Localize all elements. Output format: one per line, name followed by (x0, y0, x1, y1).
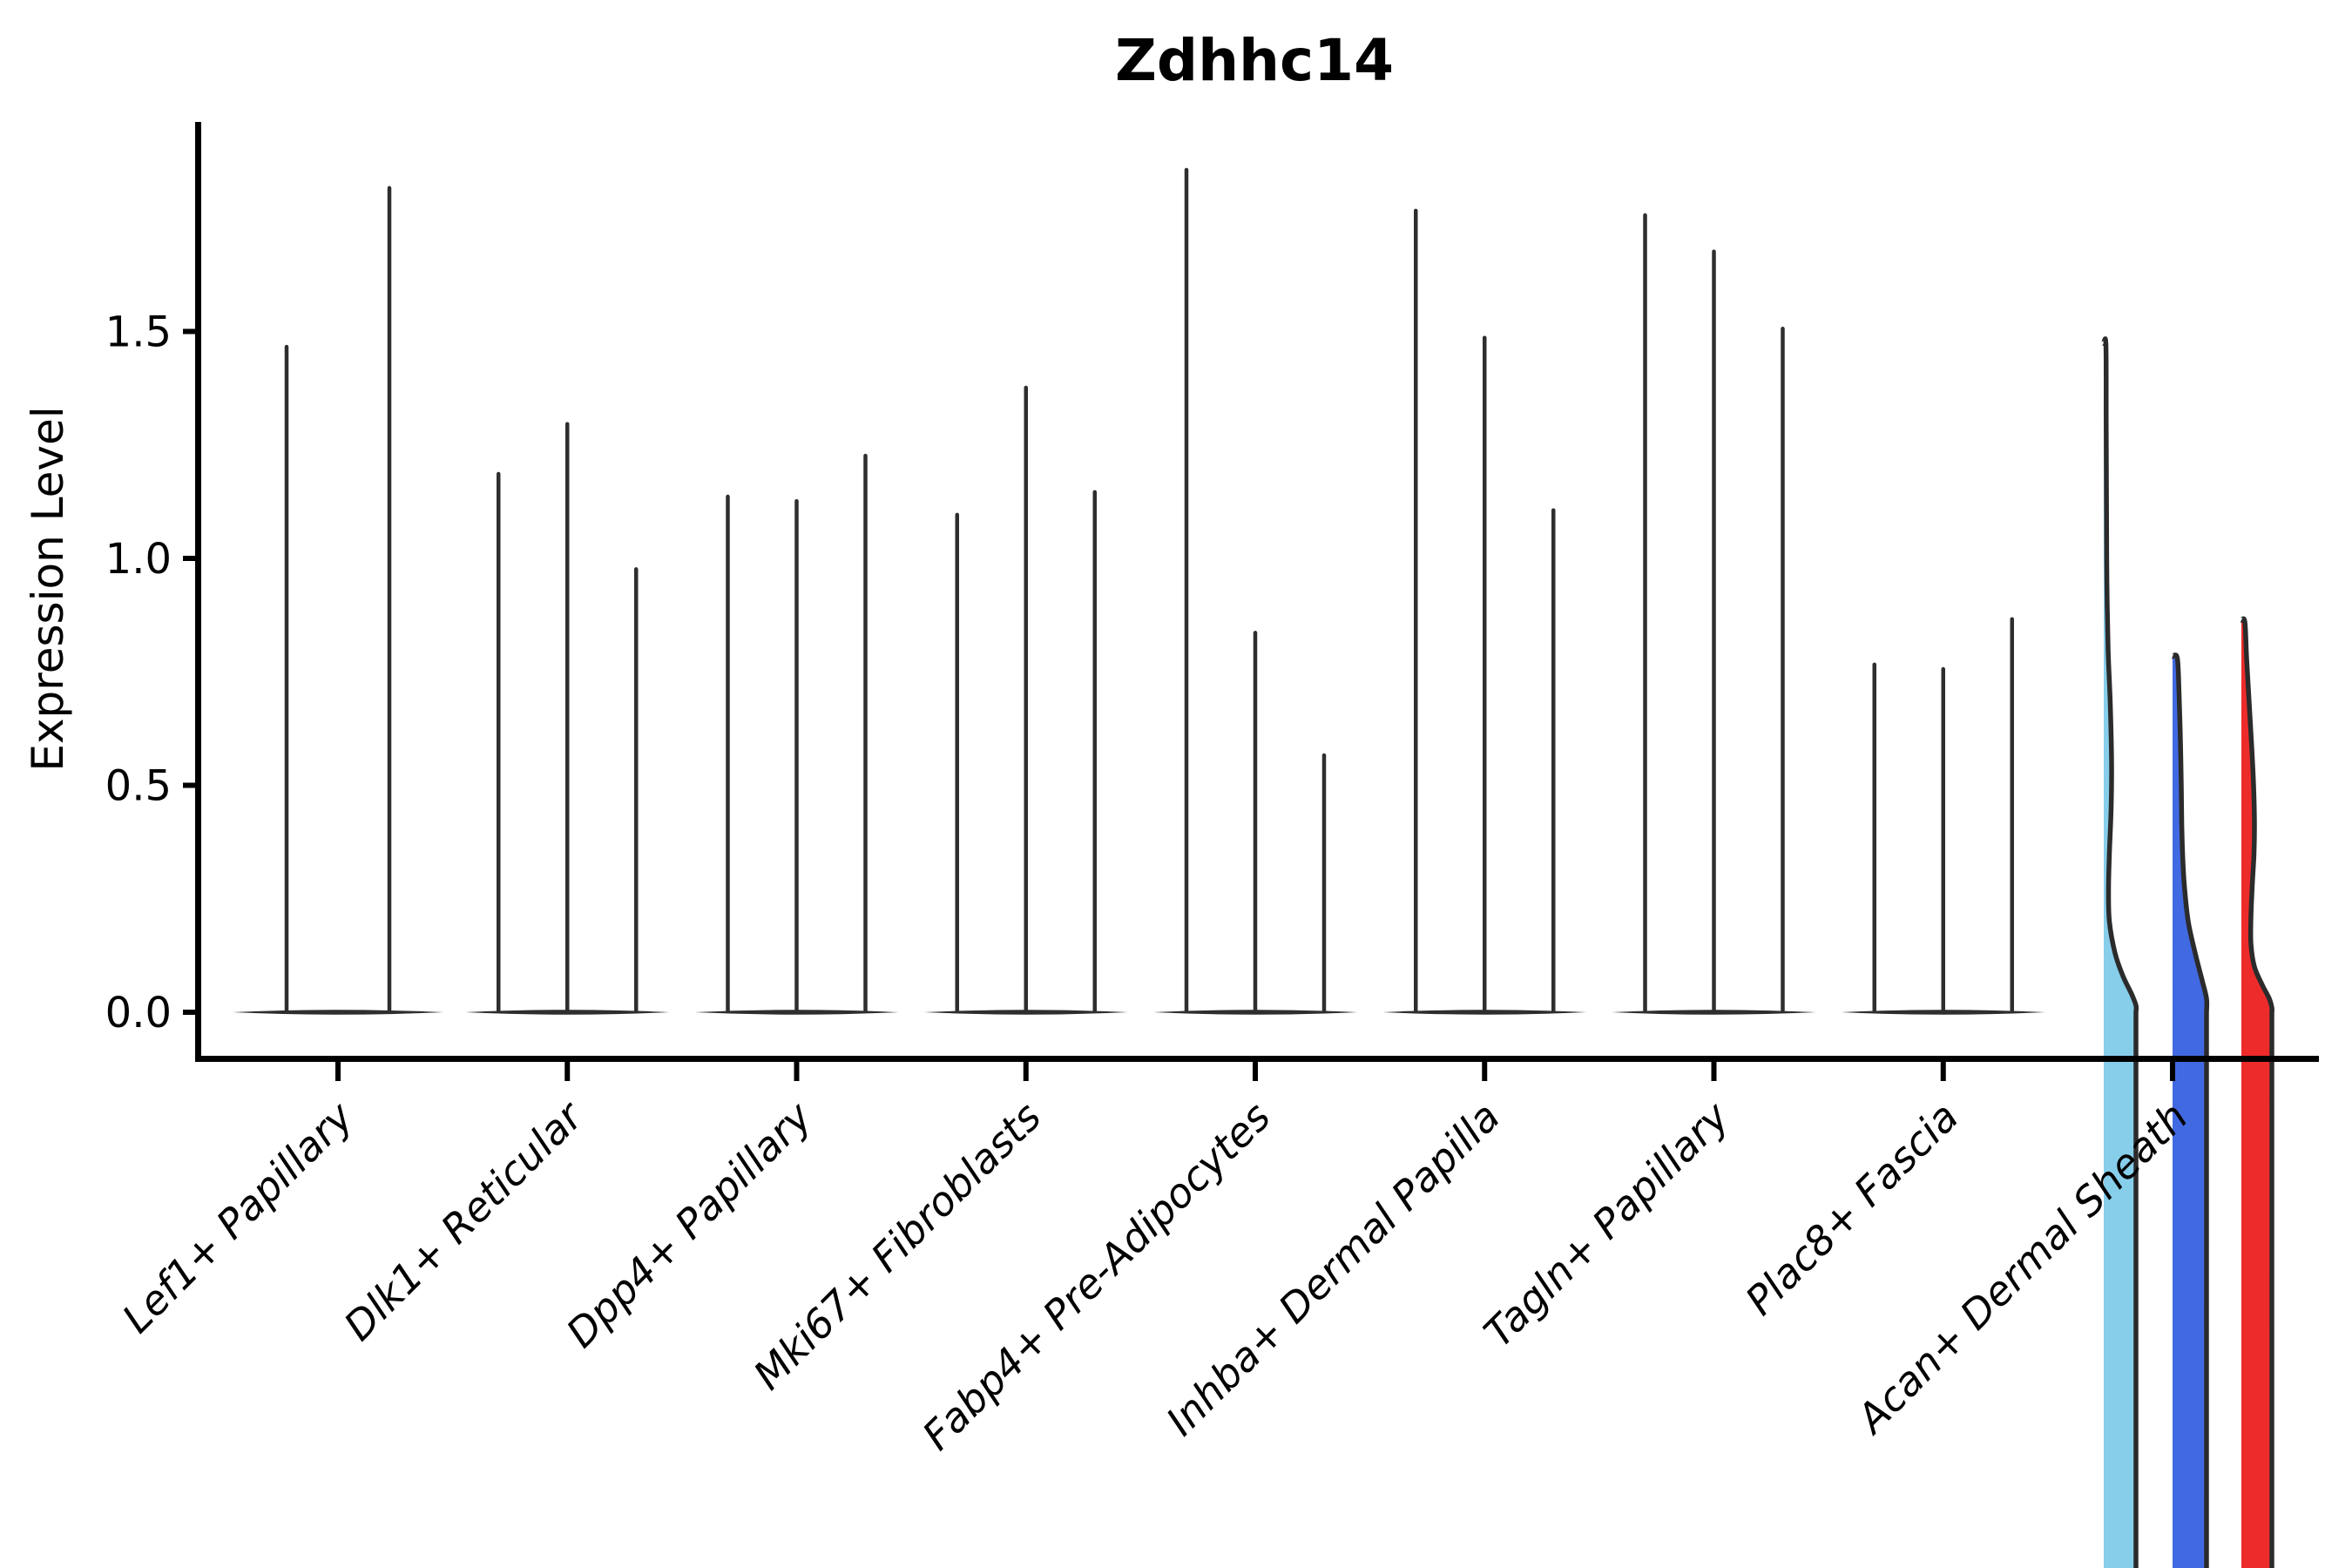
y-tick-label-1.0: 1.0 (105, 535, 172, 584)
y-tick-label-0.5: 0.5 (105, 762, 172, 811)
violin-series (233, 167, 2272, 1568)
y-axis-ticks: 0.0 0.5 1.0 1.5 (105, 308, 198, 1037)
x-tick-label-7: Plac8+ Fascia (1736, 1093, 1967, 1324)
x-axis-spine (195, 1056, 2319, 1062)
violin-baseline-0 (233, 1010, 443, 1015)
x-tick-label-6: Tagln+ Papillary (1475, 1092, 1739, 1356)
x-tick-label-2: Dpp4+ Papillary (558, 1092, 821, 1356)
chart-title: Zdhhc14 (1115, 27, 1394, 94)
x-tick-label-0: Lef1+ Papillary (113, 1092, 362, 1342)
y-axis-label: Expression Level (23, 406, 73, 771)
y-tick-label-0.0: 0.0 (105, 989, 172, 1037)
y-tick-label-1.5: 1.5 (105, 308, 172, 357)
red-violin (2211, 618, 2272, 1568)
skyblue-violin (2072, 339, 2136, 1568)
y-axis-spine (195, 122, 201, 1062)
x-tick-label-1: Dlk1+ Reticular (335, 1091, 593, 1349)
